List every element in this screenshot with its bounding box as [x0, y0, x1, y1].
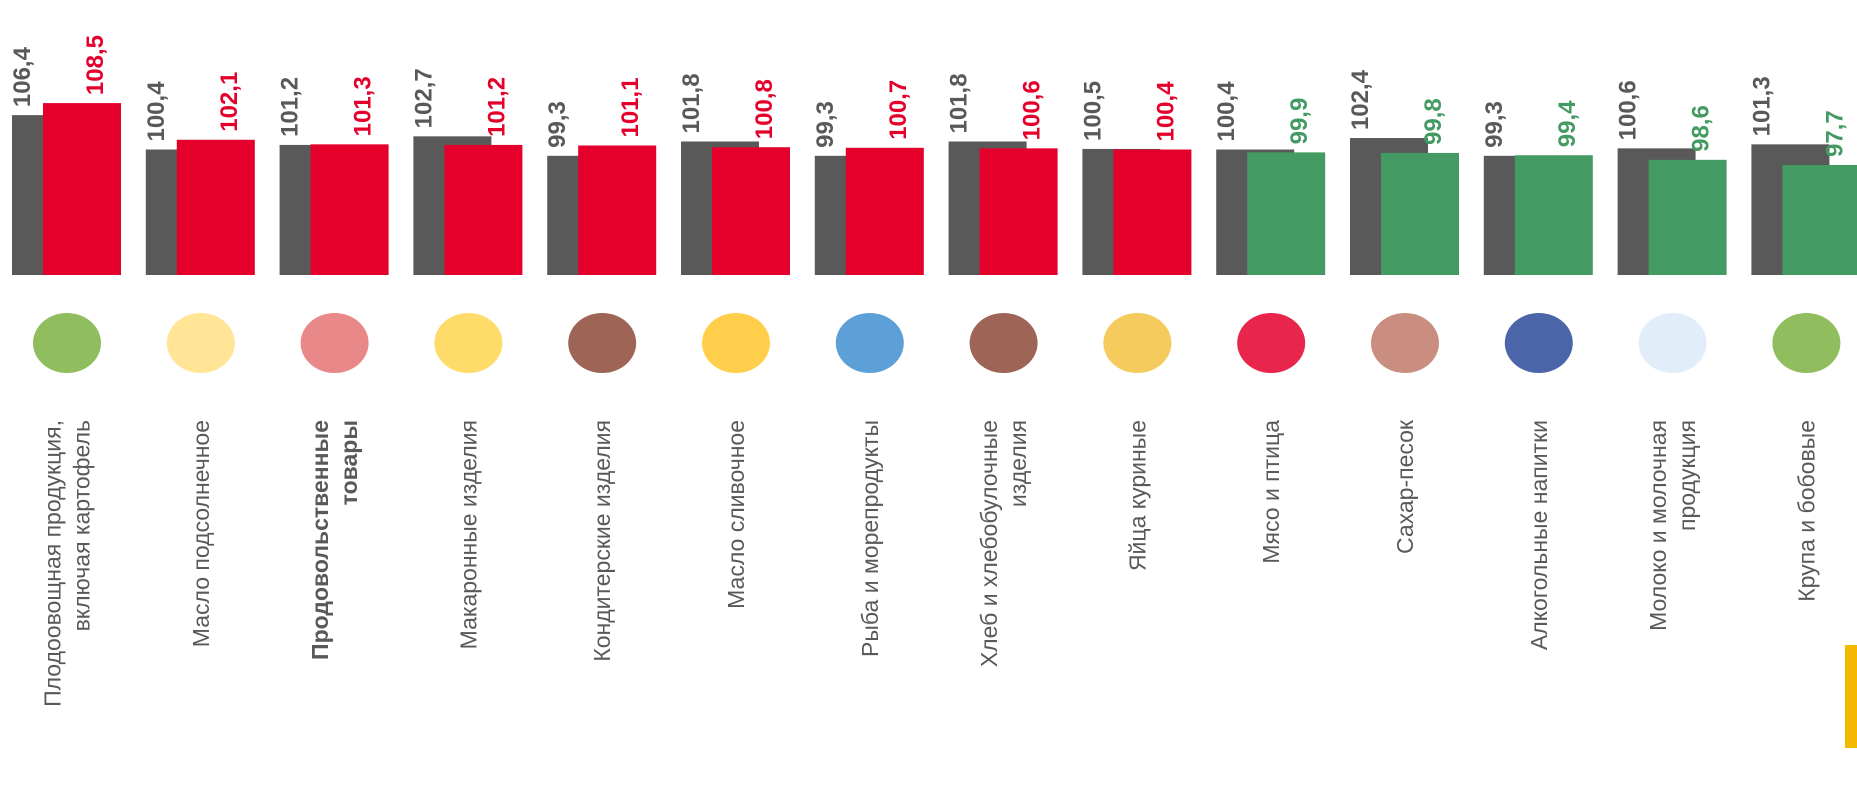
bar: [846, 148, 924, 275]
category-icon: [836, 313, 904, 373]
bar: [43, 103, 121, 275]
category-label: продукция: [1674, 420, 1700, 531]
bar: [311, 144, 389, 275]
category-label: товары: [336, 420, 362, 505]
value-label: 99,3: [544, 101, 571, 148]
category-label: Хлеб и хлебобулочные: [976, 420, 1002, 667]
chart: 106,4 108,5 Плодоовощная продукция,включая…: [0, 0, 1857, 786]
bar: [1247, 152, 1325, 275]
category-label: Мясо и птица: [1258, 420, 1284, 564]
category-icon: [1772, 313, 1840, 373]
bar: [712, 147, 790, 275]
bar: [1381, 153, 1459, 275]
decor-tab: [1845, 645, 1857, 748]
category-label: Масло подсолнечное: [188, 420, 214, 647]
value-label: 101,8: [678, 73, 705, 133]
value-label: 100,4: [1213, 81, 1240, 142]
value-label: 100,6: [1615, 80, 1642, 140]
category-icon: [167, 313, 235, 373]
value-label: 101,2: [277, 77, 304, 137]
category-label: Яйца куриные: [1124, 420, 1150, 571]
value-label: 99,4: [1554, 100, 1581, 147]
category-label: Сахар-песок: [1392, 419, 1418, 554]
category-label: включая картофель: [69, 420, 95, 631]
category-label: Продовольственные: [307, 420, 333, 660]
bar: [1649, 160, 1727, 275]
bar: [578, 145, 656, 275]
bar: [177, 140, 255, 275]
category-icon: [301, 313, 369, 373]
category-label: Макаронные изделия: [455, 420, 481, 649]
bar: [1113, 150, 1191, 275]
value-label: 101,2: [483, 77, 510, 137]
value-label: 100,6: [1019, 80, 1046, 140]
bar: [444, 145, 522, 275]
value-label: 99,3: [812, 101, 839, 148]
category-icon: [1505, 313, 1573, 373]
value-label: 101,3: [350, 76, 377, 136]
category-icon: [33, 313, 101, 373]
category-label: Кондитерские изделия: [589, 420, 615, 662]
value-label: 99,9: [1286, 98, 1313, 145]
value-label: 100,5: [1079, 81, 1106, 141]
value-label: 101,1: [617, 77, 644, 137]
value-label: 102,4: [1347, 69, 1374, 130]
category-icon: [434, 313, 502, 373]
value-label: 100,4: [143, 81, 170, 142]
value-label: 108,5: [82, 35, 109, 95]
value-label: 100,8: [751, 79, 778, 139]
value-label: 98,6: [1688, 105, 1715, 152]
value-label: 102,7: [410, 68, 437, 128]
category-icon: [1639, 313, 1707, 373]
category-label: Плодоовощная продукция,: [40, 420, 66, 707]
bar: [980, 148, 1058, 275]
category-icon: [1237, 313, 1305, 373]
value-label: 99,3: [1481, 101, 1508, 148]
category-label: изделия: [1005, 420, 1031, 507]
bar: [1782, 165, 1857, 275]
category-label: Молоко и молочная: [1645, 420, 1671, 631]
category-label: Масло сливочное: [723, 420, 749, 609]
value-label: 97,7: [1821, 110, 1848, 157]
value-label: 101,3: [1748, 76, 1775, 136]
value-label: 101,8: [946, 73, 973, 133]
category-icon: [970, 313, 1038, 373]
category-icon: [568, 313, 636, 373]
value-label: 100,7: [885, 80, 912, 140]
category-icon: [1103, 313, 1171, 373]
value-label: 100,4: [1152, 81, 1179, 142]
value-label: 106,4: [9, 46, 36, 107]
category-label: Крупа и бобовые: [1793, 420, 1819, 602]
category-icon: [702, 313, 770, 373]
category-label: Рыба и морепродукты: [857, 420, 883, 657]
bar: [1515, 155, 1593, 275]
category-icon: [1371, 313, 1439, 373]
category-label: Алкогольные напитки: [1526, 420, 1552, 650]
value-label: 99,8: [1420, 98, 1447, 145]
value-label: 102,1: [216, 72, 243, 132]
